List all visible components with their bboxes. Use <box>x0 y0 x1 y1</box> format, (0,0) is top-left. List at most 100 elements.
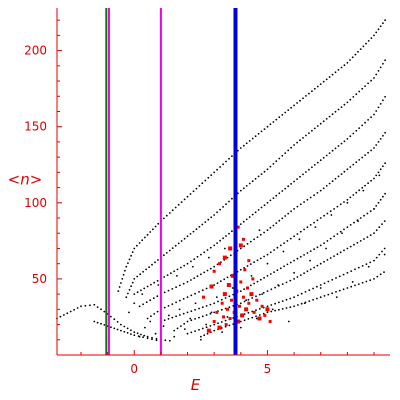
curve-point <box>251 137 254 140</box>
curve-point <box>365 42 367 45</box>
curve-point <box>303 228 305 231</box>
red-point <box>257 316 262 321</box>
curve-point <box>361 156 364 159</box>
curve-point <box>157 259 159 261</box>
curve-point <box>289 237 292 240</box>
black-point <box>277 284 280 286</box>
curve-point <box>286 240 289 242</box>
red-point <box>244 307 249 312</box>
curve-point <box>293 235 295 238</box>
curve-point <box>256 259 259 262</box>
curve-point <box>228 232 230 235</box>
curve-point <box>116 328 119 331</box>
curve-point <box>213 323 216 326</box>
curve-point <box>272 163 275 165</box>
curve-point <box>167 318 170 320</box>
black-point <box>178 308 181 311</box>
curve-point <box>357 50 359 53</box>
curve-point <box>329 210 332 213</box>
curve-point <box>313 194 315 197</box>
curve-point <box>206 249 209 251</box>
curve-point <box>245 218 248 221</box>
curve-point <box>183 264 186 267</box>
y-tick-label: 200 <box>24 44 47 58</box>
curve-point <box>349 196 352 199</box>
curve-point <box>192 230 195 233</box>
curve-point <box>133 334 136 337</box>
curve-point <box>213 214 216 216</box>
curve-point <box>231 155 233 158</box>
curve-point <box>253 238 256 241</box>
curve-point <box>379 66 382 69</box>
curve-point <box>220 298 223 301</box>
curve-point <box>183 237 186 240</box>
curve-point <box>168 249 171 252</box>
curve-point <box>186 235 189 238</box>
curve-point <box>186 195 189 198</box>
curve-point <box>170 272 172 275</box>
curve-point <box>213 329 216 332</box>
black-point <box>258 229 261 232</box>
curve-point <box>136 332 139 335</box>
black-point <box>175 274 178 277</box>
curve-point <box>363 238 365 240</box>
curve-point <box>205 326 208 329</box>
curve-point <box>136 275 139 278</box>
curve-point <box>375 174 378 177</box>
curve-point <box>293 104 295 107</box>
curve-point <box>326 259 329 261</box>
curve-point <box>306 252 309 254</box>
curve-point <box>163 291 166 294</box>
black-point <box>207 256 210 259</box>
curve-point <box>303 254 305 256</box>
curve-point <box>249 284 252 287</box>
curve-point <box>376 275 379 278</box>
curve-point <box>206 269 209 272</box>
curve-point <box>381 250 383 253</box>
curve-point <box>375 73 378 76</box>
curve-point <box>243 300 246 303</box>
black-point <box>133 302 136 305</box>
curve-point <box>358 127 361 129</box>
curve-point <box>370 149 372 152</box>
curve-point <box>266 311 269 314</box>
curve-point <box>275 194 278 197</box>
curve-point <box>319 244 322 247</box>
curve-point <box>290 106 292 109</box>
curve-point <box>274 286 276 289</box>
curve-point <box>93 303 96 306</box>
curve-point <box>384 131 386 134</box>
red-point <box>222 315 225 319</box>
curve-point <box>299 99 301 102</box>
curve-point <box>278 157 281 160</box>
curve-point <box>342 273 345 276</box>
curve-point <box>343 64 346 67</box>
curve-point <box>306 270 309 273</box>
curve-point <box>257 132 260 135</box>
curve-point <box>364 154 366 157</box>
curve-point <box>331 292 334 295</box>
curve-point <box>139 273 142 276</box>
red-point <box>245 286 249 290</box>
curve-point <box>309 196 312 199</box>
curve-point <box>168 339 171 342</box>
curve-point <box>239 223 242 226</box>
curve-point <box>377 171 380 174</box>
curve-point <box>136 291 139 294</box>
curve-point <box>269 199 272 202</box>
curve-point <box>361 87 364 90</box>
curve-point <box>350 270 353 272</box>
black-point <box>199 338 202 341</box>
curve-point <box>207 176 210 179</box>
curve-point <box>242 187 245 190</box>
curve-point <box>354 268 356 271</box>
curve-point <box>182 312 185 315</box>
curve-point <box>239 268 242 271</box>
curve-point <box>366 236 369 239</box>
curve-point <box>384 95 386 98</box>
curve-point <box>290 146 292 149</box>
curve-point <box>384 192 386 195</box>
curve-point <box>224 325 227 328</box>
curve-point <box>375 205 378 207</box>
